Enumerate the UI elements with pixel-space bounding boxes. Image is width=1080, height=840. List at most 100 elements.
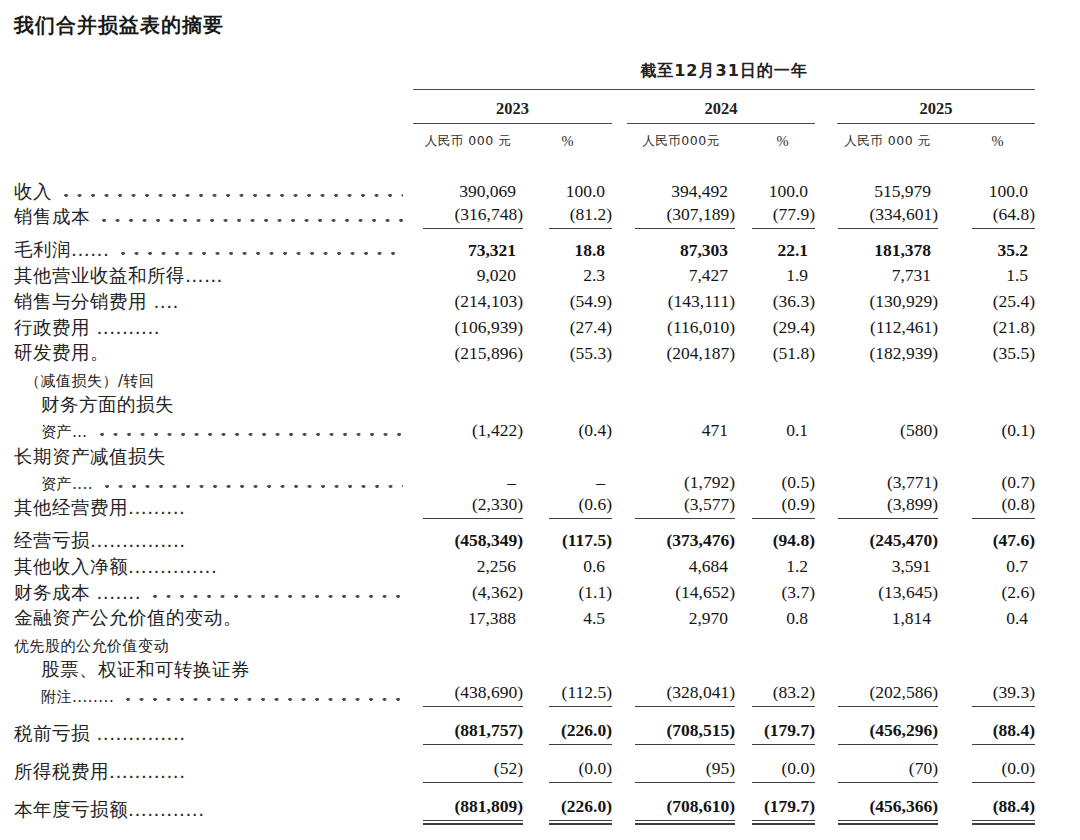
unit-label-2024: 人民币000元 (612, 133, 735, 150)
percent-2025: (2.6) (972, 582, 1035, 604)
percent-2024: 0.1 (752, 420, 815, 442)
percent-2024: (51.8) (752, 343, 815, 365)
cell-value: 0.6 (523, 556, 612, 578)
row-label: 长期资产减值损失 (14, 445, 166, 468)
cell-value: 4,684 (612, 556, 735, 578)
percent-2025: (0.1) (972, 420, 1035, 442)
cell-value (815, 659, 938, 681)
cell-value: – (413, 472, 523, 494)
table-row: 优先股的公允价值变动 (14, 630, 1036, 656)
year-header-row: 2023 2024 2025 (14, 92, 1036, 124)
percent-2023: (226.0) (549, 796, 612, 821)
cell-value: 73,321 (413, 240, 523, 262)
cell-value: (215,896) (413, 343, 523, 365)
value-2025: 515,979 (838, 181, 938, 203)
leader-dots (64, 193, 403, 198)
row-label-cell: 长期资产减值损失 (14, 445, 413, 468)
value-2024: (14,652) (635, 582, 735, 604)
cell-value: (0.1) (938, 420, 1035, 442)
percent-2025: (88.4) (972, 720, 1035, 745)
cell-value: (88.4) (938, 796, 1035, 821)
cell-value: 3,591 (815, 556, 938, 578)
cell-value: (0.0) (938, 758, 1035, 783)
value-2025: 181,378 (838, 240, 938, 262)
percent-2024: (179.7) (752, 720, 815, 745)
cell-value: 0.8 (735, 608, 815, 630)
cell-value (612, 633, 735, 655)
percent-label-2024: % (735, 133, 815, 150)
cell-value (938, 446, 1035, 468)
value-2025: 7,731 (838, 265, 938, 287)
cell-value (523, 394, 612, 416)
value-2025: (130,929) (838, 291, 938, 313)
value-2024: (328,041) (635, 682, 735, 707)
table-row: 经营亏损............... (458,349) (117.5) (3… (14, 526, 1036, 552)
cell-value: (179.7) (735, 720, 815, 745)
spacer (14, 133, 413, 150)
cell-value: (13,645) (815, 582, 938, 604)
table-row: 所得税费用............ (52) (0.0) (95) (0.0) … (14, 752, 1036, 783)
table-row: 行政费用 .......... (106,939) (27.4) (116,01… (14, 313, 1036, 339)
percent-2023: 18.8 (549, 240, 612, 262)
cell-value: (307,189) (612, 204, 735, 229)
percent-2025: 100.0 (972, 181, 1035, 203)
value-2024: (1,792) (635, 472, 735, 494)
cell-value: (0.5) (735, 472, 815, 494)
row-label-cell: （减值损失）/转回 (14, 372, 413, 391)
percent-2024: (83.2) (752, 682, 815, 707)
cell-value (523, 659, 612, 681)
income-statement-table: 截至12月31日的一年 2023 2024 2025 人民币 000 元 % 人… (14, 61, 1036, 821)
row-label: 附注........ (41, 688, 114, 707)
percent-2024: (77.9) (752, 204, 815, 229)
cell-value: (1,422) (413, 420, 523, 442)
row-label-cell: 其他营业收益和所得…… (14, 264, 413, 287)
value-2025: (3,771) (838, 472, 938, 494)
row-label: 研发费用。 (14, 341, 109, 364)
row-label-cell: 股票、权证和可转换证券 (14, 658, 413, 681)
value-2024: 394,492 (635, 181, 735, 203)
row-label-cell: 资产.... (14, 475, 413, 494)
cell-value: (202,586) (815, 682, 938, 707)
cell-value: (226.0) (523, 720, 612, 745)
table-row: 附注........ (438,690) (112.5) (328,041) (… (14, 681, 1036, 707)
cell-value: 100.0 (735, 181, 815, 203)
cell-value (413, 659, 523, 681)
cell-value: (64.8) (938, 204, 1035, 229)
leader-dots (102, 218, 403, 223)
value-2023: (438,690) (423, 682, 523, 707)
value-2024: (116,010) (635, 317, 735, 339)
page-title: 我们合并损益表的摘要 (14, 12, 1080, 39)
row-label-cell: 财务成本 ....... (14, 581, 413, 604)
value-2023: (458,349) (423, 530, 523, 552)
row-label: 行政费用 .......... (14, 316, 160, 339)
row-label: 经营亏损............... (14, 529, 186, 552)
percent-2023: (81.2) (549, 204, 612, 229)
cell-value: (438,690) (413, 682, 523, 707)
table-row: 资产… (1,422) (0.4) 471 0.1 (580) (0.1) (14, 416, 1036, 442)
cell-value: (112.5) (523, 682, 612, 707)
cell-value: (334,601) (815, 204, 938, 229)
cell-value: 0.4 (938, 608, 1035, 630)
table-body: 收入 390,069 100.0 394,492 100.0 515,979 1… (14, 177, 1036, 821)
cell-value: (373,476) (612, 530, 735, 552)
cell-value: (0.4) (523, 420, 612, 442)
cell-value (413, 633, 523, 655)
leader-dots (153, 594, 403, 599)
row-label-cell: 所得税费用............ (14, 760, 413, 783)
cell-value (938, 633, 1035, 655)
row-label: 财务成本 ....... (14, 581, 141, 604)
cell-value: (0.9) (735, 494, 815, 519)
value-2024: 2,970 (635, 608, 735, 630)
row-label: 股票、权证和可转换证券 (41, 658, 250, 681)
cell-value: (881,809) (413, 796, 523, 821)
cell-value: (2,330) (413, 494, 523, 519)
value-2024: (3,577) (635, 494, 735, 519)
cell-value: 2.3 (523, 265, 612, 287)
value-2024: (143,111) (635, 291, 735, 313)
percent-2023: (0.4) (549, 420, 612, 442)
row-label: 资产.... (41, 475, 93, 494)
period-header: 截至12月31日的一年 (413, 61, 1035, 90)
value-2024: (708,610) (635, 796, 735, 821)
percent-2024: 1.2 (752, 556, 815, 578)
row-label: 所得税费用............ (14, 760, 186, 783)
